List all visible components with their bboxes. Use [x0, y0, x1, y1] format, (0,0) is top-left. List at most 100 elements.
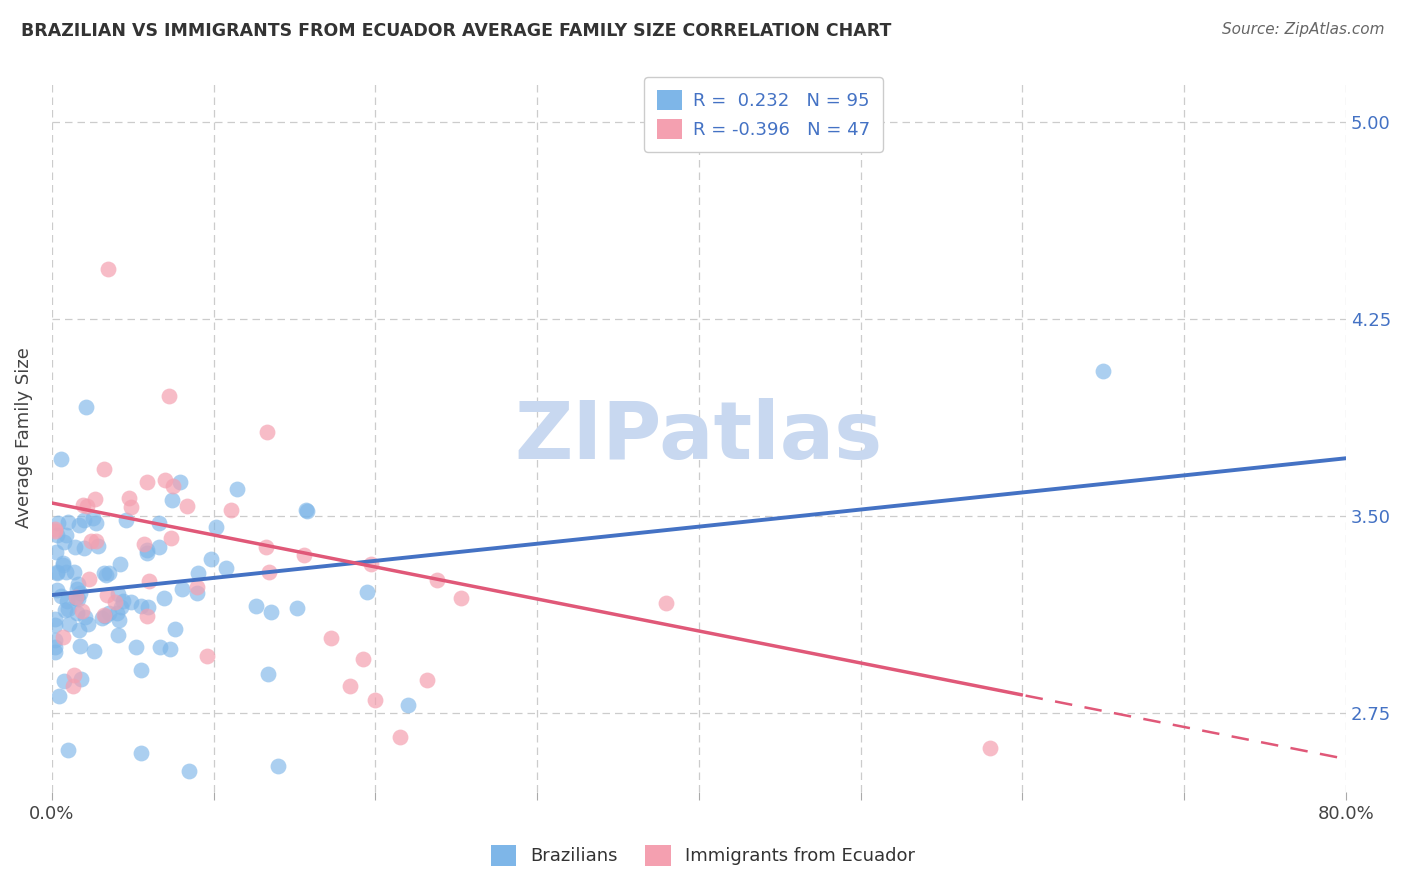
Point	[256, 425, 278, 440]
Point	[215, 561, 238, 575]
Point	[73, 541, 96, 555]
Point	[53, 603, 76, 617]
Point	[111, 594, 134, 608]
Point	[339, 679, 361, 693]
Point	[186, 586, 208, 600]
Point	[55, 594, 77, 608]
Point	[136, 542, 159, 557]
Point	[45, 528, 67, 542]
Point	[56, 602, 79, 616]
Point	[295, 504, 318, 518]
Point	[153, 473, 176, 487]
Point	[169, 475, 191, 489]
Point	[260, 605, 283, 619]
Point	[45, 544, 67, 558]
Point	[75, 400, 97, 414]
Point	[200, 552, 222, 566]
Point	[129, 599, 152, 613]
Point	[80, 533, 103, 548]
Text: BRAZILIAN VS IMMIGRANTS FROM ECUADOR AVERAGE FAMILY SIZE CORRELATION CHART: BRAZILIAN VS IMMIGRANTS FROM ECUADOR AVE…	[21, 22, 891, 40]
Point	[48, 689, 70, 703]
Point	[46, 565, 69, 579]
Point	[416, 673, 439, 687]
Point	[108, 558, 131, 572]
Point	[257, 566, 280, 580]
Point	[285, 600, 308, 615]
Point	[84, 492, 107, 507]
Point	[93, 566, 115, 581]
Point	[44, 612, 66, 626]
Point	[51, 589, 73, 603]
Point	[77, 572, 100, 586]
Point	[107, 586, 129, 600]
Point	[44, 523, 66, 537]
Point	[69, 640, 91, 654]
Point	[63, 540, 86, 554]
Point	[84, 516, 107, 530]
Point	[62, 680, 84, 694]
Point	[1092, 364, 1115, 378]
Point	[55, 566, 77, 580]
Y-axis label: Average Family Size: Average Family Size	[15, 347, 32, 528]
Point	[136, 599, 159, 614]
Point	[72, 604, 94, 618]
Point	[979, 740, 1001, 755]
Text: ZIPatlas: ZIPatlas	[515, 398, 883, 476]
Point	[83, 644, 105, 658]
Point	[148, 516, 170, 531]
Point	[135, 475, 157, 489]
Point	[52, 557, 75, 571]
Point	[396, 698, 419, 713]
Point	[149, 640, 172, 654]
Point	[67, 517, 90, 532]
Point	[53, 673, 76, 688]
Point	[170, 582, 193, 597]
Point	[96, 588, 118, 602]
Point	[163, 622, 186, 636]
Point	[63, 668, 86, 682]
Point	[450, 591, 472, 605]
Point	[120, 595, 142, 609]
Point	[159, 641, 181, 656]
Point	[132, 537, 155, 551]
Point	[267, 759, 290, 773]
Point	[136, 608, 159, 623]
Point	[162, 479, 184, 493]
Point	[76, 617, 98, 632]
Point	[94, 609, 117, 624]
Text: Source: ZipAtlas.com: Source: ZipAtlas.com	[1222, 22, 1385, 37]
Point	[97, 606, 120, 620]
Point	[93, 461, 115, 475]
Point	[70, 672, 93, 686]
Point	[129, 746, 152, 760]
Point	[66, 582, 89, 596]
Legend: R =  0.232   N = 95, R = -0.396   N = 47: R = 0.232 N = 95, R = -0.396 N = 47	[644, 77, 883, 152]
Point	[107, 628, 129, 642]
Point	[56, 515, 79, 529]
Point	[66, 606, 89, 620]
Point	[226, 482, 249, 496]
Point	[319, 631, 342, 645]
Point	[44, 524, 66, 538]
Point	[90, 611, 112, 625]
Point	[107, 613, 129, 627]
Point	[138, 574, 160, 589]
Point	[186, 581, 208, 595]
Point	[114, 513, 136, 527]
Point	[356, 585, 378, 599]
Point	[105, 606, 128, 620]
Point	[179, 764, 201, 779]
Point	[295, 502, 318, 516]
Point	[53, 535, 76, 549]
Point	[195, 648, 218, 663]
Point	[135, 546, 157, 560]
Point	[94, 568, 117, 582]
Point	[82, 511, 104, 525]
Point	[52, 630, 75, 644]
Point	[65, 590, 87, 604]
Point	[187, 566, 209, 581]
Point	[352, 652, 374, 666]
Point	[364, 693, 387, 707]
Point	[45, 583, 67, 598]
Point	[124, 640, 146, 654]
